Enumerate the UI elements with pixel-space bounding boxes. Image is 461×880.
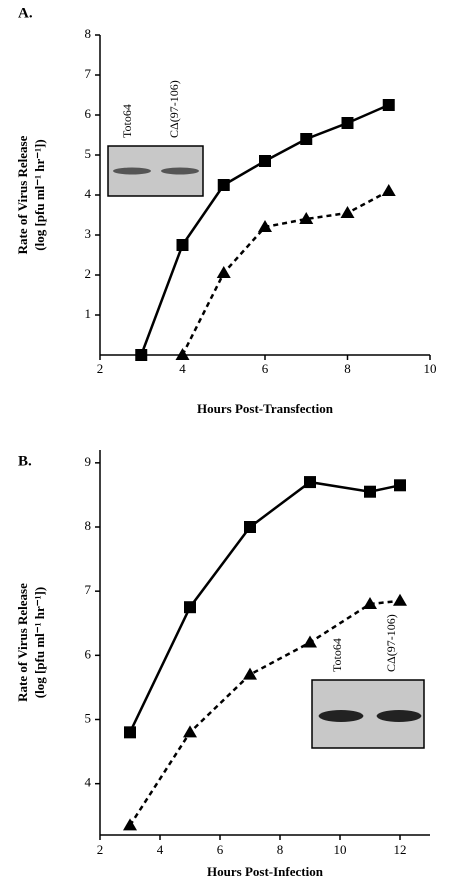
marker-triangle [382,184,396,196]
y-tick-label: 4 [85,186,92,201]
blot-band [113,168,151,175]
marker-triangle [217,266,231,278]
marker-triangle [243,668,257,680]
marker-triangle [176,348,190,360]
blot-band [319,710,364,722]
y-tick-label: 3 [85,226,92,241]
y-tick-label: 9 [85,454,92,469]
x-tick-label: 6 [262,361,269,376]
blot-band [161,168,199,175]
marker-triangle [393,594,407,606]
x-tick-label: 2 [97,842,104,857]
marker-square [244,521,256,533]
series-line [183,191,389,355]
inset-label: CΔ(97-106) [384,614,398,672]
marker-square [135,349,147,361]
figure: A.12345678246810Hours Post-TransfectionR… [0,0,461,880]
marker-square [364,486,376,498]
x-tick-label: 12 [394,842,407,857]
x-tick-label: 10 [334,842,347,857]
marker-triangle [303,636,317,648]
marker-square [177,239,189,251]
inset-label: Toto64 [330,638,344,672]
y-tick-label: 8 [85,26,92,41]
x-tick-label: 8 [344,361,351,376]
marker-square [304,476,316,488]
x-tick-label: 8 [277,842,284,857]
y-tick-label: 5 [85,710,92,725]
x-tick-label: 10 [424,361,437,376]
y-axis-label: (log [pfu ml⁻¹ hr⁻¹]) [32,587,47,698]
marker-square [394,479,406,491]
inset-label: CΔ(97-106) [167,80,181,138]
marker-triangle [258,220,272,232]
x-axis-label: Hours Post-Infection [207,864,324,879]
marker-square [259,155,271,167]
y-axis-label: Rate of Virus Release [15,135,30,254]
y-tick-label: 8 [85,518,92,533]
y-tick-label: 2 [85,266,92,281]
marker-square [300,133,312,145]
y-tick-label: 6 [85,646,92,661]
marker-triangle [123,818,137,830]
x-axis-label: Hours Post-Transfection [197,401,334,416]
y-tick-label: 1 [85,306,92,321]
marker-triangle [341,206,355,218]
panel-label: B. [18,453,32,469]
inset-label: Toto64 [120,104,134,138]
panel-label: A. [18,5,33,21]
y-axis-label: Rate of Virus Release [15,583,30,702]
marker-triangle [363,597,377,609]
marker-square [383,99,395,111]
x-tick-label: 4 [157,842,164,857]
y-tick-label: 7 [85,66,92,81]
marker-square [342,117,354,129]
x-tick-label: 4 [179,361,186,376]
x-tick-label: 6 [217,842,224,857]
y-tick-label: 4 [85,775,92,790]
marker-square [124,726,136,738]
marker-square [184,601,196,613]
y-axis-label: (log [pfu ml⁻¹ hr⁻¹]) [32,139,47,250]
y-tick-label: 7 [85,582,92,597]
marker-square [218,179,230,191]
blot-band [377,710,422,722]
y-tick-label: 5 [85,146,92,161]
y-tick-label: 6 [85,106,92,121]
x-tick-label: 2 [97,361,104,376]
